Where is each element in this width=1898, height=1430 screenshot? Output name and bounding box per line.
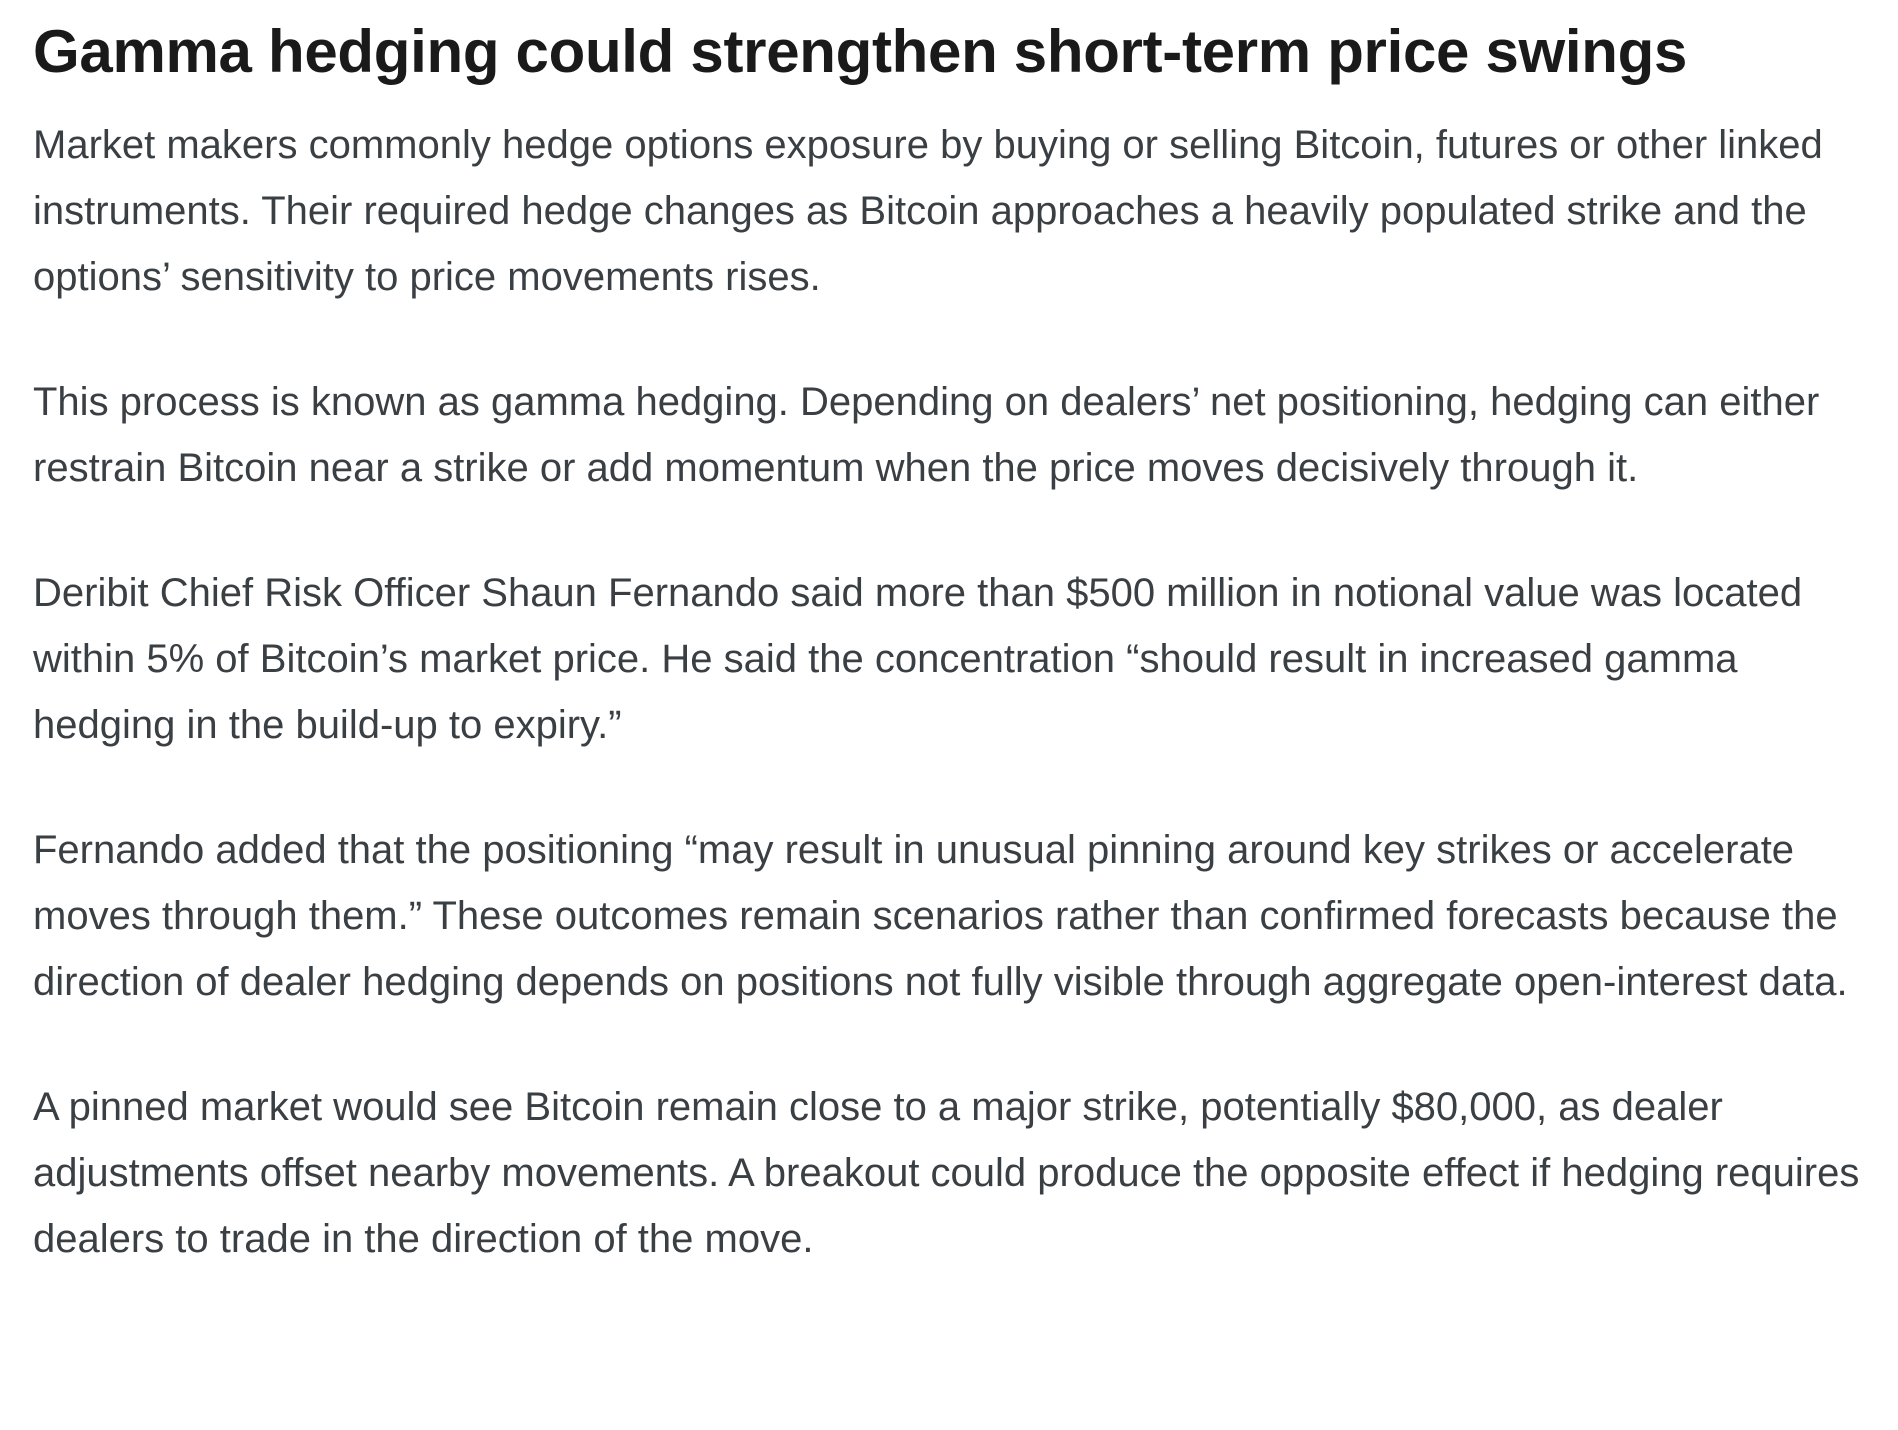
paragraph: A pinned market would see Bitcoin remain… <box>33 1085 1860 1261</box>
paragraph: Fernando added that the positioning “may… <box>33 828 1848 1004</box>
paragraph: This process is known as gamma hedging. … <box>33 380 1820 490</box>
paragraph: Deribit Chief Risk Officer Shaun Fernand… <box>33 571 1803 747</box>
article-body: Market makers commonly hedge options exp… <box>33 112 1865 1272</box>
article: Gamma hedging could strengthen short-ter… <box>33 18 1865 1272</box>
paragraph: Market makers commonly hedge options exp… <box>33 123 1823 299</box>
heading: Gamma hedging could strengthen short-ter… <box>33 18 1688 85</box>
